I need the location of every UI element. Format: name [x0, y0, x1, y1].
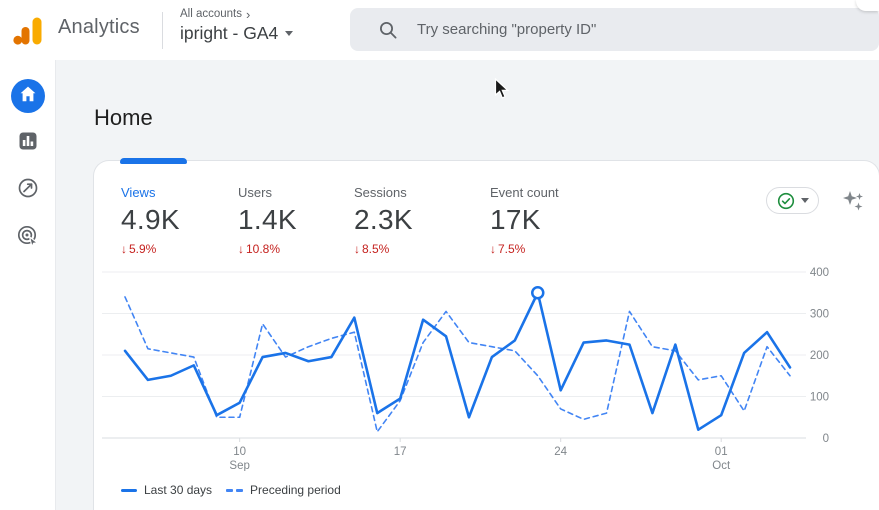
- metric-value: 2.3K: [354, 204, 413, 235]
- svg-text:17: 17: [394, 446, 407, 458]
- search-icon: [378, 20, 398, 40]
- app-name: Analytics: [58, 16, 140, 38]
- metric-tab-sessions[interactable]: Sessions 2.3K ↓ 8.5%: [354, 185, 413, 256]
- delta-value: 10.8%: [246, 242, 281, 256]
- window-corner-notch: [856, 0, 879, 11]
- top-app-bar: Analytics All accounts › ipright - GA4 T…: [0, 0, 879, 60]
- legend-preceding-period: Preceding period: [226, 483, 341, 497]
- mouse-cursor: [494, 77, 510, 106]
- sidebar-item-home[interactable]: [11, 79, 45, 113]
- active-tab-indicator: [120, 158, 187, 164]
- metric-tab-views[interactable]: Views 4.9K ↓ 5.9%: [121, 185, 180, 256]
- breadcrumb: All accounts ›: [180, 6, 293, 22]
- advertising-target-icon: [17, 225, 39, 252]
- check-circle-icon: [777, 192, 795, 210]
- metric-delta: ↓ 10.8%: [238, 242, 297, 256]
- metric-tab-users[interactable]: Users 1.4K ↓ 10.8%: [238, 185, 297, 256]
- metric-label: Event count: [490, 185, 559, 200]
- svg-text:01: 01: [715, 446, 728, 458]
- metric-tab-event-count[interactable]: Event count 17K ↓ 7.5%: [490, 185, 559, 256]
- legend-label: Preceding period: [250, 483, 341, 497]
- overview-card: Views 4.9K ↓ 5.9% Users 1.4K ↓ 10.8% Ses…: [93, 158, 879, 510]
- solid-line-swatch: [121, 488, 137, 492]
- explore-icon: [17, 177, 39, 204]
- down-arrow-icon: ↓: [238, 242, 244, 256]
- nav-rail: [0, 60, 56, 510]
- down-arrow-icon: ↓: [490, 242, 496, 256]
- svg-text:100: 100: [810, 392, 829, 404]
- down-arrow-icon: ↓: [354, 242, 360, 256]
- header-divider: [162, 12, 163, 49]
- insights-sparkle-icon[interactable]: [838, 186, 868, 216]
- svg-text:Sep: Sep: [229, 460, 249, 471]
- account-property-selector[interactable]: All accounts › ipright - GA4: [180, 6, 294, 44]
- property-name: ipright - GA4: [180, 23, 279, 43]
- dashed-line-swatch: [226, 488, 244, 492]
- home-icon: [18, 84, 38, 109]
- metric-label: Sessions: [354, 185, 407, 200]
- metric-value: 17K: [490, 204, 541, 235]
- search-input[interactable]: Try searching "property ID": [350, 8, 879, 51]
- sidebar-item-reports[interactable]: [11, 126, 45, 160]
- metric-delta: ↓ 7.5%: [490, 242, 559, 256]
- metric-delta: ↓ 5.9%: [121, 242, 180, 256]
- delta-value: 7.5%: [498, 242, 526, 256]
- breadcrumb-label: All accounts: [180, 8, 243, 20]
- analytics-logo-icon[interactable]: [11, 13, 47, 49]
- svg-text:24: 24: [554, 446, 567, 458]
- legend-label: Last 30 days: [144, 483, 213, 497]
- search-placeholder: Try searching "property ID": [417, 21, 597, 38]
- down-arrow-icon: ↓: [121, 242, 127, 256]
- sidebar-item-explore[interactable]: [11, 173, 45, 207]
- legend-last-30-days: Last 30 days: [121, 483, 212, 497]
- svg-text:400: 400: [810, 267, 829, 279]
- svg-text:300: 300: [810, 309, 829, 321]
- bar-chart-icon: [18, 131, 38, 156]
- svg-text:Oct: Oct: [712, 460, 731, 471]
- page-title: Home: [94, 105, 153, 130]
- metric-label: Views: [121, 185, 156, 200]
- chart-legend: Last 30 days Preceding period: [121, 483, 341, 497]
- svg-text:200: 200: [810, 350, 829, 362]
- caret-down-icon: [285, 31, 294, 36]
- metric-label: Users: [238, 185, 272, 200]
- sidebar-item-advertising[interactable]: [11, 221, 45, 255]
- svg-text:10: 10: [233, 446, 246, 458]
- metric-delta: ↓ 8.5%: [354, 242, 413, 256]
- delta-value: 8.5%: [362, 242, 390, 256]
- data-status-button[interactable]: [766, 187, 819, 214]
- metric-value: 4.9K: [121, 204, 180, 235]
- chevron-right-icon: ›: [246, 6, 251, 22]
- svg-text:0: 0: [823, 433, 829, 445]
- metric-value: 1.4K: [238, 204, 297, 235]
- caret-down-icon: [800, 198, 809, 203]
- overview-chart[interactable]: 0 100 200 300 400 10 Sep 17 24 01 Oct: [94, 256, 879, 471]
- delta-value: 5.9%: [129, 242, 157, 256]
